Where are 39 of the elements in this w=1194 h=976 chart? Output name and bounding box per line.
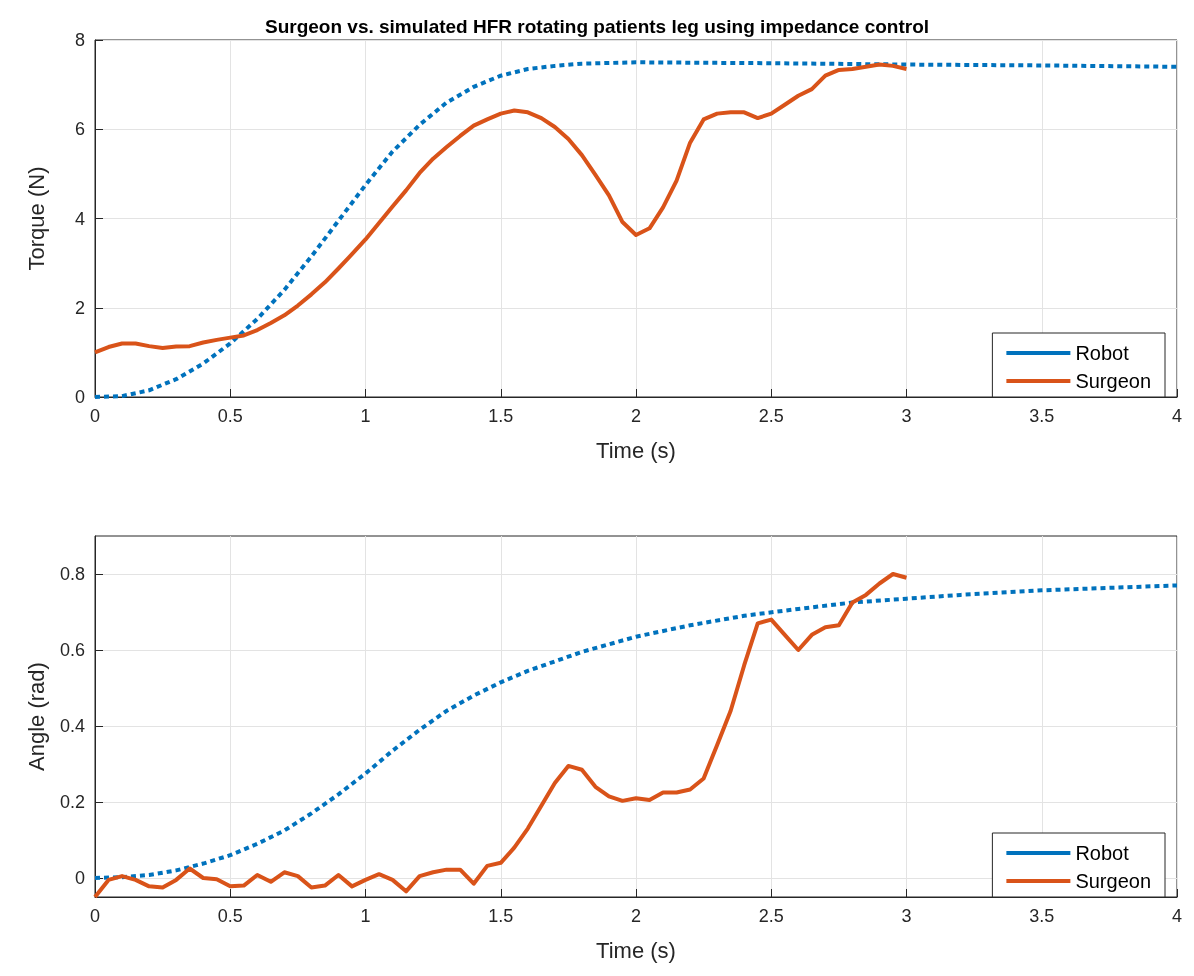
x-tick-label: 0 [89,906,101,926]
x-tick-label: 1 [360,906,371,926]
x-tick-label: 2.5 [758,906,784,926]
y-tick-label: 0.2 [59,792,85,812]
y-axis-title: Torque (N) [23,166,49,271]
y-tick-label: 0.6 [59,640,85,660]
y-tick-label: 0 [74,868,85,888]
y-tick-label: 8 [74,30,85,50]
y-tick-label: 0.4 [59,716,85,736]
x-tick-label: 4 [1171,406,1183,426]
x-tick-label: 2 [630,406,642,426]
legend-label: Surgeon [1075,370,1152,392]
y-tick-label: 0.8 [59,564,85,584]
x-tick-label: 3 [901,406,912,426]
x-tick-label: 0 [89,406,101,426]
x-tick-label: 3 [901,906,912,926]
x-tick-label: 2 [630,906,642,926]
x-tick-label: 4 [1171,906,1183,926]
y-tick-label: 4 [74,208,85,229]
x-tick-label: 3.5 [1029,406,1055,426]
y-tick-label: 0 [74,387,85,407]
y-tick-label: 6 [74,119,85,140]
x-axis-title: Time (s) [596,937,676,963]
x-tick-label: 2.5 [758,406,784,426]
legend-label: Surgeon [1075,870,1152,892]
legend-label: Robot [1075,842,1130,864]
x-tick-label: 1 [360,406,371,426]
y-tick-label: 2 [74,297,85,318]
x-tick-label: 0.5 [217,406,243,426]
x-tick-label: 0.5 [217,906,243,926]
x-tick-label: 3.5 [1029,906,1055,926]
y-axis-title: Angle (rad) [23,662,49,771]
x-tick-label: 1.5 [488,406,514,426]
chart-title: Surgeon vs. simulated HFR rotating patients leg using impedance control [264,16,930,37]
legend-label: Robot [1075,342,1130,364]
x-axis-title: Time (s) [596,437,676,463]
x-tick-label: 1.5 [488,906,514,926]
line-series [93,572,909,899]
line-series [93,62,909,355]
